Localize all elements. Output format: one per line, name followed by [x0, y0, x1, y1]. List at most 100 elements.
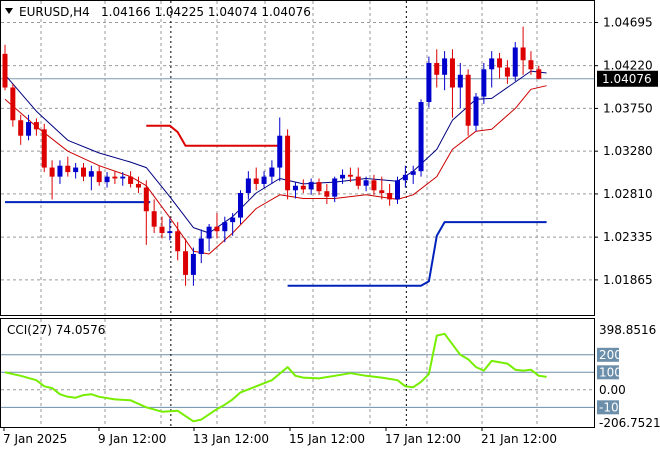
candle-bear: [2, 53, 8, 88]
candle-bear: [65, 165, 71, 173]
candle-bull: [57, 165, 63, 177]
price-tick-label: 1.03750: [603, 101, 653, 115]
price-tick-label: 1.02335: [603, 230, 653, 244]
candle-bear: [434, 62, 440, 75]
current-price-box: [597, 70, 658, 87]
candle-bull: [198, 238, 204, 254]
price-tick-label: 1.04695: [603, 15, 653, 29]
price-tick-label: 1.03280: [603, 144, 653, 158]
main-panel-frame: [0, 0, 595, 316]
candle-bull: [340, 174, 346, 179]
candle-bull: [512, 47, 518, 77]
candle-bear: [465, 74, 471, 126]
time-tick-label: 17 Jan 12:00: [385, 432, 461, 446]
cci-level-label: 200: [599, 348, 622, 362]
candle-bear: [387, 193, 393, 200]
price-tick-label: 1.02810: [603, 187, 653, 201]
resistance-line: [146, 124, 280, 147]
candle-bull: [104, 176, 110, 183]
candle-bull: [88, 171, 94, 177]
candle-bull: [489, 58, 495, 70]
ohlc-readout: 1.04166 1.04225 1.04074 1.04076: [101, 5, 311, 19]
price-axis: 1.04695 1.04220 1.03750 1.03280 1.02810 1.023…: [594, 15, 658, 287]
cci-label: CCI(27) 74.0576: [7, 323, 105, 337]
candle-bear: [33, 122, 39, 130]
candle-bear: [504, 67, 510, 77]
candle-bull: [363, 180, 369, 186]
candle-bear: [536, 69, 542, 79]
time-tick-label: 9 Jan 12:00: [98, 432, 166, 446]
candle-bull: [261, 176, 267, 184]
candle-bear: [49, 167, 55, 177]
candle-bear: [183, 251, 189, 275]
candle-bull: [245, 178, 251, 194]
candle-bear: [128, 176, 134, 184]
candle-bear: [159, 226, 165, 234]
cci-axis-label: 398.8516: [599, 323, 656, 337]
collapse-triangle-icon[interactable]: [5, 8, 13, 14]
cci-level-box: [597, 347, 619, 362]
cci-axis-label: -206.7521: [599, 416, 660, 430]
candle-bull: [238, 193, 243, 218]
candle-bull: [410, 171, 416, 175]
candle-bull: [418, 102, 424, 172]
time-tick-label: 21 Jan 12:00: [481, 432, 557, 446]
candle-bear: [324, 191, 330, 197]
candle-bear: [112, 176, 118, 179]
candle-bear: [355, 176, 361, 186]
candle-bear: [135, 183, 141, 188]
candle-bull: [26, 122, 32, 136]
support-line-2: [287, 221, 547, 287]
ma-slow-line: [4, 85, 547, 255]
price-tick-label: 1.01865: [603, 273, 653, 287]
candle-bull: [402, 174, 408, 181]
candle-bear: [253, 178, 259, 184]
candle-bull: [269, 167, 275, 177]
candle-bear: [449, 58, 455, 88]
cci-series-line: [4, 332, 547, 423]
candle-bull: [120, 176, 126, 179]
cci-level-lines: [1, 354, 594, 408]
candle-bull: [457, 74, 463, 88]
candle-bear: [316, 182, 322, 192]
indicator-lines: [4, 70, 547, 287]
candle-bull: [222, 222, 228, 232]
price-tick-label: 1.04220: [603, 59, 653, 73]
candle-bear: [371, 180, 377, 191]
candle-bear: [520, 47, 526, 61]
candle-bear: [300, 185, 306, 190]
cci-level-box: [597, 400, 619, 415]
candle-bull: [442, 58, 448, 75]
candle-bull: [73, 167, 79, 173]
cci-level-label: 100: [599, 365, 622, 379]
candle-bear: [175, 231, 181, 252]
candle-bear: [41, 129, 47, 168]
candle-bear: [528, 60, 534, 70]
candle-bear: [151, 211, 157, 227]
candle-bear: [214, 226, 220, 232]
candle-bull: [473, 96, 479, 126]
candle-bear: [10, 87, 16, 121]
candle-bull: [481, 69, 487, 97]
time-tick-label: 7 Jan 2025: [3, 432, 67, 446]
candle-bull: [167, 231, 173, 234]
candle-bull: [308, 182, 314, 190]
candle-bear: [379, 190, 385, 194]
candle-bear: [285, 135, 291, 191]
cci-line: [4, 332, 547, 423]
candle-bear: [347, 174, 353, 177]
session-markers: [170, 1, 407, 427]
candle-bull: [277, 135, 283, 168]
time-tick-label: 13 Jan 12:00: [193, 432, 269, 446]
candle-bull: [190, 253, 196, 275]
cci-level-label: -100: [599, 400, 626, 414]
current-price-label: 1.04076: [602, 72, 652, 86]
symbol-timeframe: EURUSD,H4: [19, 5, 90, 19]
candle-bear: [18, 120, 24, 136]
candle-bear: [96, 171, 102, 183]
time-axis: 7 Jan 2025 9 Jan 12:00 13 Jan 12:00 15 Jan …: [3, 427, 557, 446]
time-tick-label: 15 Jan 12:00: [289, 432, 365, 446]
candle-bear: [143, 187, 149, 212]
candle-bull: [292, 185, 298, 191]
